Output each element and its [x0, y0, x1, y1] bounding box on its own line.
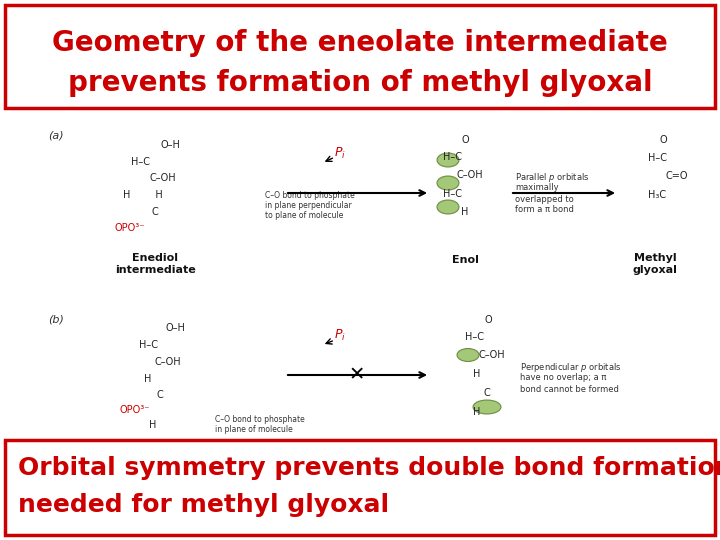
Text: H: H [144, 374, 152, 384]
Text: O: O [462, 135, 469, 145]
Text: bond cannot be formed: bond cannot be formed [520, 384, 619, 394]
Ellipse shape [473, 400, 501, 414]
Bar [5, 111, 715, 437]
Text: H–C: H–C [466, 332, 485, 342]
Text: (a): (a) [48, 130, 63, 140]
Text: H        H: H H [123, 190, 163, 200]
Text: O–H: O–H [160, 140, 180, 150]
Text: C–OH: C–OH [456, 170, 483, 180]
Text: (b): (b) [48, 315, 64, 325]
Text: C=O: C=O [665, 171, 688, 181]
Text: H: H [462, 207, 469, 217]
Ellipse shape [437, 200, 459, 214]
Text: $P_i$: $P_i$ [334, 327, 346, 342]
Text: H–C: H–C [648, 153, 667, 163]
Text: Methyl: Methyl [634, 253, 676, 263]
Text: in plane of molecule: in plane of molecule [215, 426, 293, 435]
Text: C–OH: C–OH [479, 350, 505, 360]
Text: O–H: O–H [165, 323, 185, 333]
Text: C–OH: C–OH [155, 357, 181, 367]
Text: needed for methyl glyoxal: needed for methyl glyoxal [18, 493, 389, 517]
Text: H: H [149, 420, 157, 430]
Text: have no overlap; a π: have no overlap; a π [520, 374, 606, 382]
Ellipse shape [457, 348, 479, 361]
Text: intermediate: intermediate [114, 265, 195, 275]
Text: H–C: H–C [130, 157, 150, 167]
Text: ✕: ✕ [348, 366, 365, 384]
Text: C: C [152, 207, 158, 217]
Text: glyoxal: glyoxal [633, 265, 678, 275]
Text: H₃C: H₃C [648, 190, 666, 200]
Text: prevents formation of methyl glyoxal: prevents formation of methyl glyoxal [68, 69, 652, 97]
Text: H–C: H–C [138, 340, 158, 350]
Text: C–OH: C–OH [150, 173, 176, 183]
Text: Parallel $p$ orbitals: Parallel $p$ orbitals [515, 171, 590, 184]
Bar [5, 5, 715, 108]
Text: Enediol: Enediol [132, 253, 178, 263]
Text: OPO³⁻: OPO³⁻ [120, 405, 150, 415]
Text: H: H [473, 369, 481, 379]
Text: Geometry of the eneolate intermediate: Geometry of the eneolate intermediate [52, 29, 668, 57]
Bar [5, 440, 715, 535]
Text: C: C [157, 390, 163, 400]
Text: C–O bond to phosphate: C–O bond to phosphate [265, 191, 355, 199]
Text: maximally: maximally [515, 184, 559, 192]
Text: O: O [484, 315, 492, 325]
Text: Perpendicular $p$ orbitals: Perpendicular $p$ orbitals [520, 361, 621, 374]
Text: OPO³⁻: OPO³⁻ [114, 223, 145, 233]
Text: C: C [484, 388, 490, 398]
Text: H: H [473, 407, 481, 417]
Ellipse shape [437, 176, 459, 190]
Text: H–C: H–C [444, 189, 462, 199]
Ellipse shape [437, 153, 459, 167]
Text: in plane perpendicular: in plane perpendicular [265, 200, 352, 210]
Text: form a π bond: form a π bond [515, 206, 574, 214]
Text: Enol: Enol [451, 255, 478, 265]
Text: $P_i$: $P_i$ [334, 145, 346, 160]
Text: O: O [660, 135, 667, 145]
Text: C–O bond to phosphate: C–O bond to phosphate [215, 415, 305, 424]
Text: H–C: H–C [443, 152, 462, 162]
Text: overlapped to: overlapped to [515, 194, 574, 204]
Text: to plane of molecule: to plane of molecule [265, 211, 343, 219]
Text: Orbital symmetry prevents double bond formation: Orbital symmetry prevents double bond fo… [18, 456, 720, 480]
